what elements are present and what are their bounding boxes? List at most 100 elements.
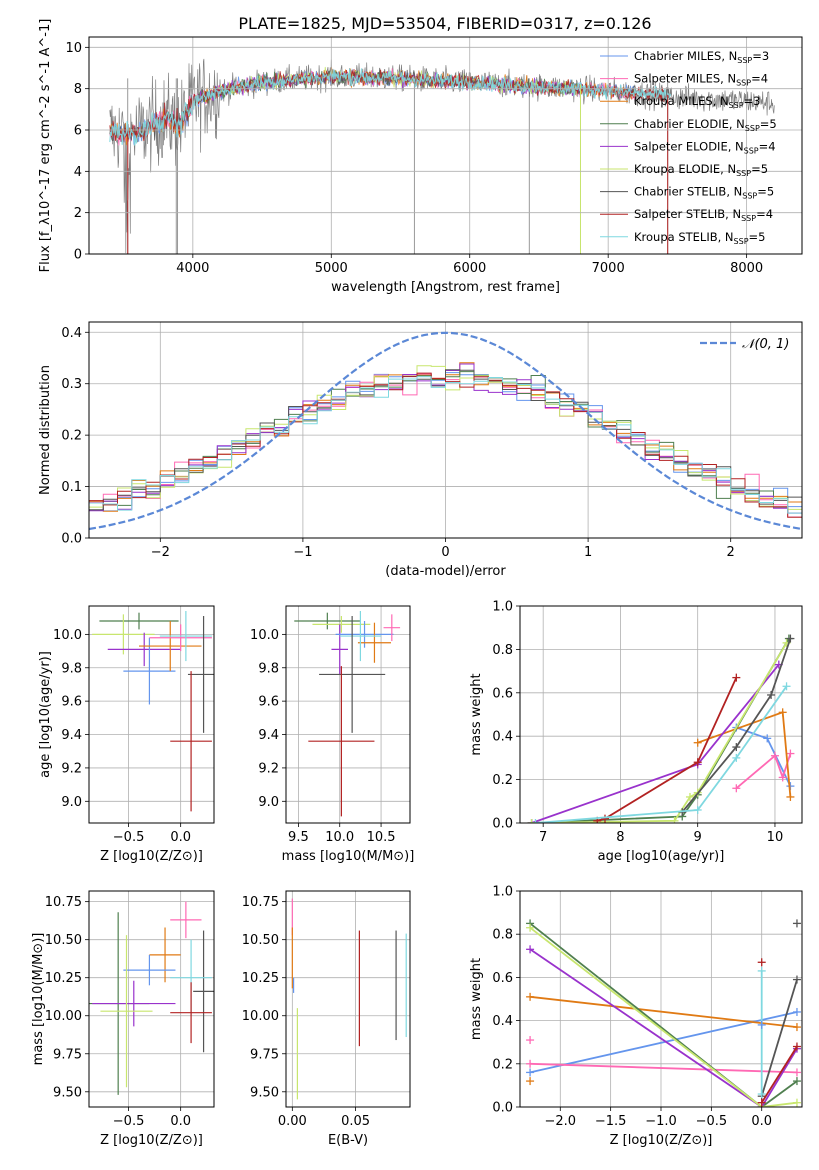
- legend-label-suffix: =4: [751, 72, 768, 86]
- y-tick-label: 9.75: [250, 1047, 279, 1062]
- x-tick-label: −1.5: [595, 1114, 627, 1129]
- x-axis-label: mass [log10(M/M⊙)]: [282, 849, 415, 864]
- x-axis-label: Z [log10(Z/Z⊙)]: [100, 1133, 203, 1148]
- axes-frame: [519, 890, 803, 1108]
- x-tick-label: 10.5: [367, 830, 396, 845]
- y-tick-label: 0.2: [61, 429, 82, 444]
- histogram-salpeter_stelib: [89, 372, 802, 518]
- y-tick-label: 0.6: [492, 971, 513, 986]
- histogram-kroupa_stelib: [89, 376, 802, 514]
- y-tick-label: 10.50: [242, 933, 279, 948]
- y-tick-label: 9.50: [53, 1085, 82, 1100]
- legend-label-sub: SSP: [729, 101, 744, 110]
- legend-label-suffix: =4: [756, 207, 773, 221]
- x-tick-label: 8000: [730, 261, 763, 276]
- x-axis-label: wavelength [Angstrom, rest frame]: [331, 280, 560, 295]
- y-tick-label: 0.3: [61, 377, 82, 392]
- y-tick-label: 4: [74, 165, 82, 180]
- y-tick-label: 0.4: [492, 1014, 513, 1029]
- weight-line-salpeter_miles: [530, 1062, 798, 1074]
- mass_vs_ebv-axes: 0.00 0.05 9.50 9.75 10.00 10.25 10.50 10.75 E(B-…: [242, 891, 410, 1148]
- weight-line-kroupa_stelib: [535, 685, 788, 823]
- axes-frame: [88, 321, 803, 539]
- legend-label: Chabrier MILES, NSSP=3: [634, 49, 769, 65]
- weight-line-kroupa_elodie: [529, 926, 798, 1107]
- x-tick-label: 4000: [176, 261, 209, 276]
- legend-label-main: Chabrier MILES, N: [634, 49, 737, 63]
- y-tick-label: 0.1: [61, 480, 82, 495]
- y-tick-label: 10.25: [45, 971, 82, 986]
- y-tick-label: 9.8: [61, 661, 82, 676]
- observed-spectrum-line: [109, 58, 775, 254]
- x-tick-label: 1: [584, 545, 592, 560]
- y-tick-label: 9.0: [61, 795, 82, 810]
- weight-line-kroupa_miles: [529, 995, 798, 1028]
- legend-label: Kroupa MILES, NSSP=3: [634, 94, 760, 110]
- age_vs_mass-axes: 9.5 10.0 10.5 9.0 9.2 9.4 9.6 9.8 10.0 mass [log1…: [250, 606, 414, 864]
- legend-label-sub: SSP: [737, 56, 752, 65]
- y-tick-label: 0.4: [492, 730, 513, 745]
- legend-label-main: Salpeter ELODIE, N: [634, 139, 744, 153]
- y-tick-label: 0.2: [492, 773, 513, 788]
- y-tick-label: 10.75: [45, 895, 82, 910]
- legend-label-sub: SSP: [736, 169, 751, 178]
- y-tick-label: 10.00: [45, 1009, 82, 1024]
- x-axis-label: age [log10(age/yr)]: [598, 849, 725, 864]
- x-tick-label: 5000: [315, 261, 348, 276]
- residuals-plot: [89, 331, 802, 531]
- x-tick-label: 7: [539, 830, 547, 845]
- axes-frame: [285, 890, 411, 1108]
- legend-label-sub: SSP: [734, 237, 749, 246]
- age_vs_mass-plot: [294, 611, 401, 817]
- figure-title: PLATE=1825, MJD=53504, FIBERID=0317, z=0…: [238, 14, 651, 33]
- y-tick-label: 0.0: [61, 532, 82, 547]
- legend-label-main: Kroupa MILES, N: [634, 94, 729, 108]
- legend-label: Salpeter STELIB, NSSP=4: [634, 207, 773, 223]
- y-tick-label: 9.50: [250, 1085, 279, 1100]
- weight-line-chabrier_miles: [529, 1011, 798, 1074]
- y-tick-label: 0.2: [492, 1057, 513, 1072]
- axes-frame: [88, 890, 215, 1108]
- x-tick-label: 9.5: [288, 830, 309, 845]
- weight-line-salpeter_elodie: [531, 664, 780, 823]
- legend-label-suffix: =4: [759, 139, 776, 153]
- x-tick-label: −0.5: [113, 830, 145, 845]
- y-tick-label: 10.50: [45, 933, 82, 948]
- axes-frame: [88, 605, 215, 824]
- x-tick-label: 0.05: [341, 1114, 370, 1129]
- weight-line-salpeter_miles: [735, 753, 792, 789]
- y-tick-label: 9.8: [258, 661, 279, 676]
- x-axis-label: (data-model)/error: [385, 564, 506, 579]
- weight-line-salpeter_stelib: [760, 1046, 798, 1104]
- mass_vs_ebv-plot: [291, 898, 407, 1100]
- spectrum-plot: [109, 58, 775, 254]
- y-tick-label: 9.2: [61, 761, 82, 776]
- x-tick-label: 2: [727, 545, 735, 560]
- y-tick-label: 0.8: [492, 928, 513, 943]
- weight_vs_age-axes: 7 8 9 10 0.0 0.2 0.4 0.6 0.8 1.0 age [log10(age/yr…: [469, 600, 802, 864]
- axes-frame: [88, 36, 803, 255]
- mass_vs_Z-axes: −0.5 0.0 9.50 9.75 10.00 10.25 10.50 10.75 Z [lo…: [31, 891, 214, 1148]
- y-tick-label: 6: [74, 124, 82, 139]
- legend-label-main: Salpeter MILES, N: [634, 72, 736, 86]
- y-axis-label: Flux [f_λ10^-17 erg cm^-2 s^-1 A^-1]: [38, 19, 53, 273]
- weight-line-chabrier_stelib: [681, 638, 792, 813]
- y-tick-label: 9.2: [258, 761, 279, 776]
- x-tick-label: 8: [616, 830, 624, 845]
- x-axis-label: Z [log10(Z/Z⊙)]: [100, 849, 203, 864]
- y-tick-label: 10.0: [250, 628, 279, 643]
- legend-label: Chabrier ELODIE, NSSP=5: [634, 117, 777, 133]
- legend-label-suffix: =5: [757, 185, 774, 199]
- y-tick-label: 0.8: [492, 643, 513, 658]
- y-tick-label: 8: [74, 82, 82, 97]
- y-axis-label: mass weight: [469, 673, 484, 755]
- legend-label: Kroupa ELODIE, NSSP=5: [634, 162, 768, 178]
- x-tick-label: −2.0: [544, 1114, 576, 1129]
- x-tick-label: 10: [767, 830, 784, 845]
- weight-line-chabrier_stelib: [760, 979, 798, 1097]
- x-tick-label: 0.0: [170, 830, 191, 845]
- legend-label-sub: SSP: [742, 192, 757, 201]
